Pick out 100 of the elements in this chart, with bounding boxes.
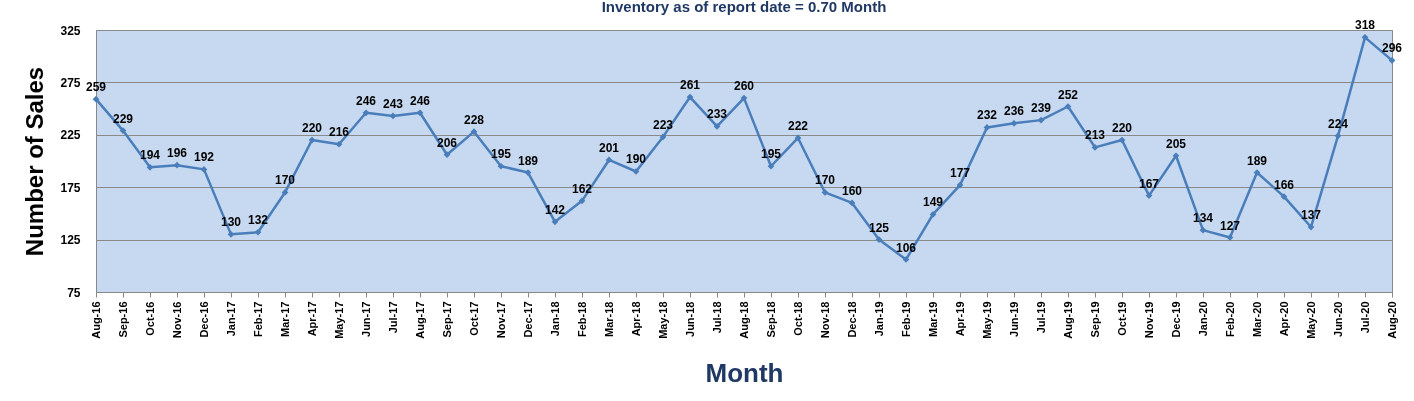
- x-tick-label: Oct-19: [1115, 301, 1128, 336]
- data-label: 177: [949, 166, 971, 181]
- point: [389, 112, 397, 120]
- y-tick-label: 75: [67, 285, 81, 300]
- x-tick-label: Jul-20: [1358, 301, 1371, 334]
- x-tick-label: Nov-18: [818, 301, 831, 339]
- x-tick-label: Aug-17: [413, 301, 426, 339]
- x-tick-label: Apr-17: [305, 301, 318, 337]
- x-tick-label: Oct-16: [143, 301, 156, 336]
- x-tick-label: Feb-19: [899, 301, 912, 337]
- point: [848, 199, 856, 207]
- x-tick-label: Sep-19: [1088, 301, 1101, 338]
- x-tick-label: Aug-16: [89, 301, 102, 339]
- x-tick-label: Jan-17: [224, 301, 237, 337]
- data-label: 194: [139, 148, 161, 163]
- point: [686, 93, 694, 101]
- data-label: 229: [112, 111, 134, 126]
- data-label: 166: [1273, 177, 1295, 192]
- data-label: 206: [436, 135, 458, 150]
- data-label: 149: [922, 195, 944, 210]
- x-tick-label: Oct-17: [467, 301, 480, 336]
- x-tick-label: May-18: [656, 301, 669, 339]
- x-tick-label: Mar-17: [278, 301, 291, 337]
- x-tick-label: Aug-19: [1061, 301, 1074, 339]
- x-tick-label: Sep-16: [116, 301, 129, 338]
- x-tick-label: Apr-20: [1277, 301, 1290, 337]
- point: [92, 95, 100, 103]
- x-tick-label: Mar-19: [926, 301, 939, 337]
- x-tick-label: Nov-19: [1142, 301, 1155, 339]
- data-label: 137: [1300, 208, 1322, 223]
- x-tick-label: Jul-19: [1034, 301, 1047, 334]
- point: [308, 136, 316, 144]
- point: [173, 161, 181, 169]
- point: [767, 162, 775, 170]
- data-label: 296: [1381, 41, 1403, 56]
- data-label: 243: [382, 96, 404, 111]
- x-tick-label: May-19: [980, 301, 993, 339]
- data-label: 228: [463, 112, 485, 127]
- data-label: 195: [490, 147, 512, 162]
- data-label: 195: [760, 147, 782, 162]
- x-tick-label: May-17: [332, 301, 345, 339]
- data-label: 252: [1057, 87, 1079, 102]
- data-label: 162: [571, 181, 593, 196]
- data-label: 134: [1192, 211, 1214, 226]
- data-label: 160: [841, 183, 863, 198]
- x-tick-label: Feb-17: [251, 301, 264, 337]
- x-tick-label: Sep-17: [440, 301, 453, 338]
- x-tick-label: Dec-18: [845, 301, 858, 338]
- x-tick-label: Aug-18: [737, 301, 750, 339]
- data-label: 236: [1003, 104, 1025, 119]
- point: [416, 109, 424, 117]
- point: [578, 197, 586, 205]
- data-label: 222: [787, 118, 809, 133]
- chart-title: Inventory as of report date = 0.70 Month: [601, 0, 887, 16]
- point: [362, 109, 370, 117]
- data-label: 130: [220, 215, 242, 230]
- y-tick-label: 325: [60, 23, 81, 38]
- data-label: 232: [976, 108, 998, 123]
- point: [659, 133, 667, 141]
- x-tick-label: May-20: [1304, 301, 1317, 339]
- x-tick-label: Dec-17: [521, 301, 534, 338]
- data-label: 260: [733, 79, 755, 94]
- x-tick-label: Sep-18: [764, 301, 777, 338]
- x-tick-label: Jun-17: [359, 301, 372, 337]
- point: [1361, 33, 1369, 41]
- x-tick-label: Jul-17: [386, 301, 399, 334]
- point: [956, 181, 964, 189]
- x-tick-label: Jun-19: [1007, 301, 1020, 337]
- x-tick-label: Jun-20: [1331, 301, 1344, 337]
- point: [254, 228, 262, 236]
- data-label: 216: [328, 125, 350, 140]
- data-label: 201: [598, 140, 620, 155]
- x-tick-label: Mar-18: [602, 301, 615, 337]
- data-label: 318: [1354, 18, 1376, 33]
- y-axis-title: Number of Sales: [21, 66, 49, 257]
- point: [794, 134, 802, 142]
- y-tick-label: 225: [60, 128, 81, 143]
- data-label: 125: [868, 220, 890, 235]
- x-tick-label: Apr-19: [953, 301, 966, 337]
- x-tick-label: Jan-18: [548, 301, 561, 337]
- data-label: 192: [193, 150, 215, 165]
- data-label: 213: [1084, 128, 1106, 143]
- point: [335, 140, 343, 148]
- x-axis-title: Month: [705, 357, 784, 388]
- x-tick-label: Apr-18: [629, 301, 642, 337]
- point: [1199, 226, 1207, 234]
- x-tick-label: Dec-19: [1169, 301, 1182, 338]
- data-label: 106: [895, 240, 917, 255]
- data-label: 261: [679, 78, 701, 93]
- point: [605, 156, 613, 164]
- data-label: 205: [1165, 136, 1187, 151]
- point: [740, 94, 748, 102]
- point: [443, 151, 451, 159]
- data-label: 127: [1219, 218, 1241, 233]
- data-label: 196: [166, 146, 188, 161]
- x-tick-label: Jan-20: [1196, 301, 1209, 337]
- data-label: 220: [301, 121, 323, 136]
- data-label: 220: [1111, 121, 1133, 136]
- x-tick-label: Jun-18: [683, 301, 696, 337]
- point: [146, 163, 154, 171]
